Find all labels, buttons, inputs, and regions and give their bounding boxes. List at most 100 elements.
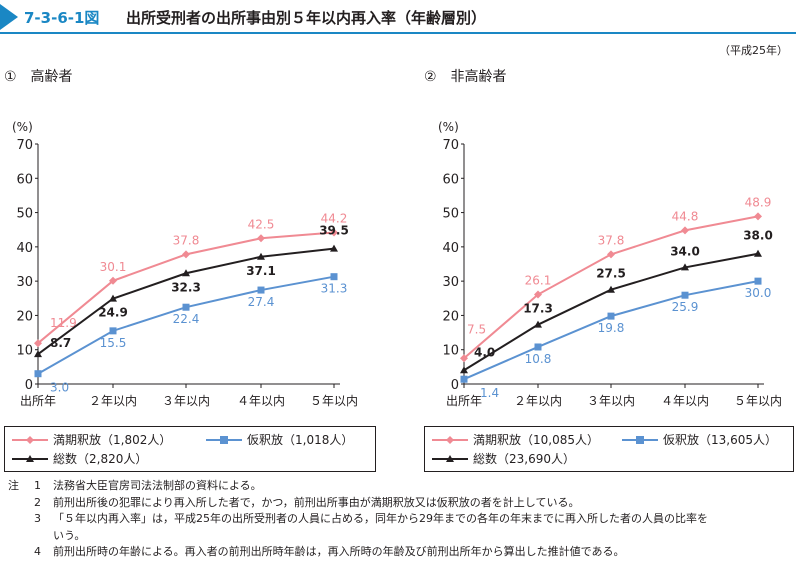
note-item: 注 1 法務省大臣官房司法法制部の資料による。 — [8, 478, 794, 495]
x-tick-label: ２年以内 — [89, 394, 137, 408]
data-point-black — [330, 244, 338, 252]
data-point-black — [681, 263, 689, 271]
data-point-black — [109, 294, 117, 302]
x-tick-label: ２年以内 — [514, 394, 562, 408]
data-point-black — [754, 249, 762, 257]
legend-marker-black — [432, 454, 468, 462]
data-label-pink: 37.8 — [173, 233, 200, 247]
data-label-pink: 30.1 — [100, 260, 127, 274]
data-label-pink: 44.8 — [672, 209, 699, 223]
note-number: 3 — [34, 512, 41, 525]
y-tick-label: 60 — [442, 172, 459, 187]
note-text: 前刑出所時の年齢による。再入者の前刑出所時年齢は，再入所時の年齢及び前刑出所年か… — [53, 545, 625, 558]
y-tick-label: 70 — [16, 138, 33, 153]
legend-label: 総数（2,820人） — [53, 452, 148, 466]
y-tick-label: 40 — [442, 241, 459, 256]
data-point-pink — [754, 212, 762, 221]
data-point-black — [607, 285, 615, 293]
legend-marker-black — [12, 454, 48, 462]
data-point-pink — [330, 228, 338, 237]
data-label-pink: 26.1 — [525, 274, 552, 288]
data-point-black — [460, 366, 468, 374]
y-axis-label: (%) — [438, 120, 459, 134]
y-tick-label: 70 — [442, 138, 459, 153]
data-label-blue: 1.4 — [480, 386, 499, 400]
data-label-black: 38.0 — [743, 229, 773, 243]
data-label-pink: 7.5 — [467, 322, 486, 336]
data-label-blue: 30.0 — [745, 286, 772, 300]
data-label-blue: 19.8 — [598, 321, 625, 335]
data-point-black — [534, 320, 542, 328]
figure-header: 7-3-6-1図 出所受刑者の出所事由別５年以内再入率（年齢層別） — [0, 0, 796, 34]
data-point-black — [257, 252, 265, 260]
year-note: （平成25年） — [719, 44, 788, 57]
header-rule — [0, 32, 796, 34]
note-text: 前刑出所後の犯罪により再入所した者で，かつ，前刑出所事由が満期釈放又は仮釈放の者… — [53, 495, 580, 509]
data-label-blue: 25.9 — [672, 300, 699, 314]
data-point-blue — [681, 291, 689, 299]
legend-non-elderly: 満期釈放（10,085人） 仮釈放（13,605人） 総数（23,690人） — [424, 426, 794, 472]
data-point-blue — [330, 273, 338, 281]
y-tick-label: 0 — [451, 378, 459, 393]
panel-title-elderly: ① 高齢者 — [4, 69, 73, 85]
data-point-black — [34, 350, 42, 358]
y-tick-label: 30 — [16, 275, 33, 290]
legend-marker-blue — [622, 435, 658, 444]
y-tick-label: 50 — [442, 207, 459, 222]
x-tick-label: ５年以内 — [310, 394, 358, 408]
legend-label: 仮釈放（13,605人） — [663, 433, 777, 447]
data-label-blue: 3.0 — [50, 381, 69, 395]
y-tick-label: 10 — [442, 344, 459, 359]
data-point-blue — [34, 370, 42, 378]
legend-label: 満期釈放（1,802人） — [53, 433, 172, 447]
data-label-black: 37.1 — [246, 264, 276, 278]
figure-title: 出所受刑者の出所事由別５年以内再入率（年齢層別） — [126, 9, 487, 27]
data-label-black: 4.0 — [474, 345, 495, 359]
header-arrow-icon — [0, 4, 18, 30]
note-number: 1 — [34, 479, 41, 492]
data-point-blue — [607, 312, 615, 320]
y-tick-label: 50 — [16, 207, 33, 222]
data-label-pink: 44.2 — [321, 211, 348, 225]
data-point-blue — [460, 375, 468, 383]
legend-item-parole: 仮釈放（1,018人） — [205, 431, 353, 448]
note-number: 2 — [34, 495, 41, 509]
data-point-blue — [182, 303, 190, 311]
note-item: 3 「５年以内再入率」は，平成25年の出所受刑者の人員に占める，同年から29年まで… — [8, 511, 794, 528]
data-point-pink — [681, 226, 689, 235]
data-point-blue — [109, 327, 117, 335]
data-label-pink: 48.9 — [745, 195, 772, 209]
legend-item-total: 総数（23,690人） — [431, 450, 575, 467]
figure-number: 7-3-6-1図 — [24, 9, 100, 27]
data-label-black: 17.3 — [523, 302, 553, 316]
data-point-blue — [534, 343, 542, 351]
data-label-black: 24.9 — [98, 306, 128, 320]
y-tick-label: 20 — [442, 309, 459, 324]
note-text: 法務省大臣官房司法法制部の資料による。 — [53, 479, 262, 492]
data-point-pink — [607, 250, 615, 259]
note-item: 2 前刑出所後の犯罪により再入所した者で，かつ，前刑出所事由が満期釈放又は仮釈放の… — [8, 495, 794, 512]
line-charts: (%) 0 10 20 30 40 50 60 70 出所年 ２年以内 ３年以内 ４年以内 ５年以内 11.… — [12, 120, 782, 408]
data-label-pink: 37.8 — [598, 233, 625, 247]
data-label-pink: 11.9 — [50, 316, 77, 330]
data-label-black: 32.3 — [171, 280, 201, 294]
data-point-pink — [460, 354, 468, 363]
data-point-pink — [182, 250, 190, 259]
note-text: いう。 — [53, 528, 86, 542]
legend-label: 満期釈放（10,085人） — [473, 433, 599, 447]
y-tick-label: 20 — [16, 309, 33, 324]
legend-item-expiration: 満期釈放（10,085人） — [431, 431, 599, 448]
y-tick-label: 10 — [16, 344, 33, 359]
legend-marker-pink — [12, 435, 48, 444]
note-lead: 注 — [8, 479, 19, 492]
data-point-pink — [34, 339, 42, 348]
data-label-blue: 22.4 — [173, 312, 200, 326]
data-point-black — [182, 269, 190, 277]
legend-label: 総数（23,690人） — [473, 452, 575, 466]
data-label-blue: 10.8 — [525, 352, 552, 366]
note-item: いう。 — [8, 528, 794, 545]
y-tick-label: 40 — [16, 241, 33, 256]
data-label-black: 34.0 — [670, 244, 700, 258]
data-label-blue: 31.3 — [321, 282, 348, 296]
note-item: 4 前刑出所時の年齢による。再入者の前刑出所時年齢は，再入所時の年齢及び前刑出所年… — [8, 544, 794, 561]
